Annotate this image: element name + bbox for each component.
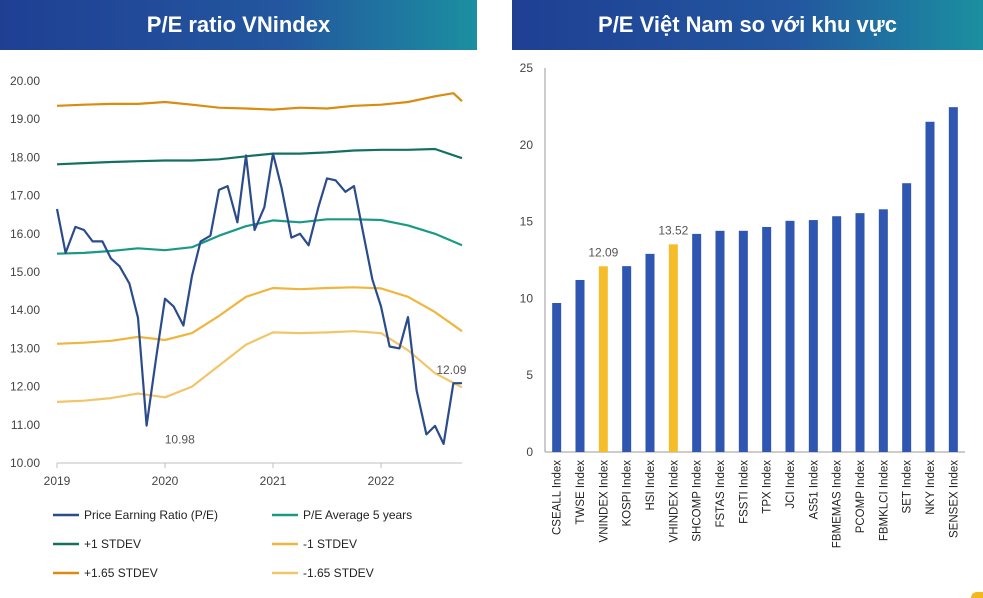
category-label-fbmemas-index: FBMEMAS Index	[832, 460, 844, 548]
data-label-vnindex-index: 12.09	[588, 245, 618, 259]
y-tick-label: 10	[520, 291, 534, 305]
category-label-fbmklci-index: FBMKLCI Index	[878, 460, 890, 541]
y-tick-label: 14.00	[10, 303, 40, 317]
legend: Price Earning Ratio (P/E) P/E Average 5 y…	[53, 508, 412, 580]
category-label-fstas-index: FSTAS Index	[715, 460, 727, 528]
bar-fstas-index	[715, 230, 725, 452]
category-label-shcomp-index: SHCOMP Index	[692, 460, 704, 542]
category-label-vhindex-index: VHINDEX Index	[668, 460, 680, 543]
bars	[552, 107, 958, 452]
bar-vhindex-index	[668, 244, 678, 452]
bar-jci-index	[785, 220, 795, 452]
bar-nky-index	[925, 121, 935, 452]
pe-line-chart: 10.00 11.00 12.00 13.00 14.00 15.00 16.00 17.00…	[10, 74, 467, 580]
y-tick-label: 25	[520, 61, 534, 75]
bar-hsi-index	[645, 253, 655, 452]
category-label-nky-index: NKY Index	[925, 460, 937, 515]
category-label-as51-index: AS51 Index	[808, 460, 820, 520]
legend-label-1-65-stdev: +1.65 STDEV	[84, 566, 158, 580]
legend-label-1-65-stdev: -1.65 STDEV	[303, 566, 374, 580]
category-labels: CSEALL Index TWSE Index VNINDEX Index KOSPI…	[552, 460, 961, 548]
y-tick-label: 13.00	[10, 341, 40, 355]
right-chart-title: P/E Việt Nam so với khu vực	[512, 0, 983, 50]
category-label-fssti-index: FSSTI Index	[738, 460, 750, 524]
y-tick-label: 16.00	[10, 227, 40, 241]
series-line-1-stdev	[56, 286, 463, 345]
y-tick-label: 0	[526, 445, 533, 459]
y-tick-label: 10.00	[10, 456, 40, 470]
series-line-1-65-stdev	[56, 92, 463, 111]
legend-label-p-e-average-5-years: P/E Average 5 years	[303, 508, 412, 522]
annotation-label: 10.98	[165, 433, 195, 447]
bar-kospi-index	[622, 266, 632, 452]
bar-fbmklci-index	[878, 209, 888, 452]
y-tick-labels: 10.00 11.00 12.00 13.00 14.00 15.00 16.00 17.00…	[10, 74, 40, 470]
y-tick-label: 20	[520, 138, 534, 152]
legend-label-1-stdev: -1 STDEV	[303, 537, 357, 551]
bar-vnindex-index	[598, 266, 608, 452]
bar-set-index	[902, 183, 912, 452]
legend-label-1-stdev: +1 STDEV	[84, 537, 141, 551]
category-label-pcomp-index: PCOMP Index	[855, 460, 867, 534]
left-chart-title: P/E ratio VNindex	[0, 0, 477, 50]
y-tick-labels: 0 5 10 15 20 25	[520, 61, 534, 459]
bar-fssti-index	[738, 230, 748, 452]
y-tick-label: 18.00	[10, 150, 40, 164]
annotations: 10.98 12.09	[165, 363, 467, 446]
bar-cseall-index	[552, 303, 562, 452]
y-tick-label: 17.00	[10, 189, 40, 203]
series-line-p-e-average-5-years	[56, 218, 463, 255]
category-label-kospi-index: KOSPI Index	[622, 460, 634, 527]
y-tick-label: 11.00	[11, 418, 40, 432]
bar-tpx-index	[762, 226, 772, 452]
data-label-vhindex-index: 13.52	[658, 223, 688, 237]
bar-pcomp-index	[855, 213, 865, 452]
x-tick-label: 2020	[152, 474, 179, 488]
series-line-price-earning-ratio-p-e	[55, 152, 462, 445]
y-tick-label: 15	[520, 215, 534, 229]
x-tick-labels: 2019 2020 2021 2022	[44, 463, 395, 488]
bar-twse-index	[575, 279, 585, 452]
bar-shcomp-index	[692, 233, 702, 452]
y-tick-label: 20.00	[10, 74, 40, 88]
series-lines	[55, 92, 463, 445]
y-tick-label: 15.00	[10, 265, 40, 279]
category-label-tpx-index: TPX Index	[762, 460, 774, 514]
category-label-twse-index: TWSE Index	[575, 460, 587, 525]
bar-fbmemas-index	[832, 216, 842, 452]
y-tick-label: 5	[526, 368, 533, 382]
category-label-vnindex-index: VNINDEX Index	[598, 460, 610, 543]
corner-accent	[971, 592, 983, 598]
category-label-cseall-index: CSEALL Index	[552, 460, 564, 535]
x-tick-label: 2019	[44, 474, 71, 488]
y-tick-label: 12.00	[10, 380, 40, 394]
pe-bar-chart: 0 5 10 15 20 25 12.09 13.52 CSEALL Index TWSE I…	[520, 61, 965, 548]
category-label-set-index: SET Index	[902, 460, 914, 514]
bar-as51-index	[808, 220, 818, 452]
x-tick-label: 2021	[260, 474, 287, 488]
series-line-1-65-stdev	[56, 330, 463, 403]
series-line-1-stdev	[56, 147, 463, 166]
x-tick-label: 2022	[368, 474, 395, 488]
data-labels: 12.09 13.52	[588, 223, 688, 259]
category-label-sensex-index: SENSEX Index	[948, 460, 960, 538]
y-tick-label: 19.00	[10, 112, 40, 126]
bar-sensex-index	[948, 107, 958, 452]
category-label-hsi-index: HSI Index	[645, 460, 657, 511]
annotation-label: 12.09	[436, 363, 466, 377]
category-label-jci-index: JCI Index	[785, 460, 797, 509]
legend-label-price-earning-ratio-p-e: Price Earning Ratio (P/E)	[84, 508, 218, 522]
